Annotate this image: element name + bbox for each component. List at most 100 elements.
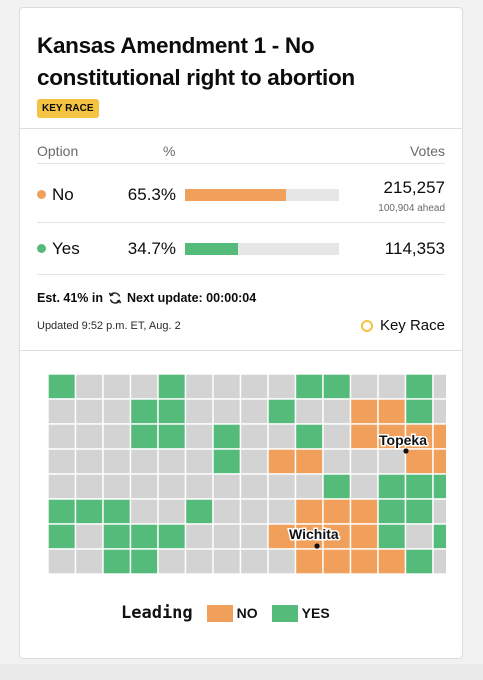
county xyxy=(349,423,379,450)
county xyxy=(184,548,214,575)
column-header-percent: % xyxy=(163,143,176,159)
county xyxy=(267,498,297,525)
county xyxy=(377,448,407,475)
county xyxy=(267,423,297,450)
county xyxy=(102,548,132,575)
divider xyxy=(20,350,462,351)
county xyxy=(47,473,77,500)
county xyxy=(102,523,132,550)
page-bottom-strip xyxy=(0,664,483,680)
wichita-marker xyxy=(314,543,320,549)
votes-ahead: 100,904 ahead xyxy=(378,203,445,214)
county xyxy=(349,548,379,575)
legend-no-swatch xyxy=(206,604,233,622)
bar-track-no xyxy=(185,189,339,201)
city-label-wichita: Wichita xyxy=(289,526,339,542)
county xyxy=(157,448,187,475)
county xyxy=(267,548,297,575)
county xyxy=(432,423,446,450)
county xyxy=(404,398,434,425)
county xyxy=(47,423,77,450)
county xyxy=(129,398,159,425)
map-legend: Leading NO YES xyxy=(121,603,330,623)
county xyxy=(129,423,159,450)
county xyxy=(74,373,104,400)
county xyxy=(239,373,269,400)
estimate-text: Est. 41% in xyxy=(37,291,103,305)
county xyxy=(349,523,379,550)
refresh-icon xyxy=(108,292,122,304)
county xyxy=(377,473,407,500)
county xyxy=(47,448,77,475)
bar-track-yes xyxy=(185,243,339,255)
county xyxy=(212,373,242,400)
county xyxy=(239,423,269,450)
county xyxy=(157,398,187,425)
county xyxy=(322,473,352,500)
county xyxy=(294,498,324,525)
county xyxy=(432,448,446,475)
county xyxy=(377,523,407,550)
county xyxy=(47,523,77,550)
legend-title: Leading xyxy=(121,603,193,623)
county xyxy=(239,548,269,575)
county xyxy=(322,398,352,425)
county xyxy=(47,548,77,575)
county xyxy=(322,373,352,400)
county xyxy=(184,498,214,525)
county xyxy=(212,523,242,550)
county xyxy=(102,473,132,500)
county xyxy=(74,423,104,450)
key-race-label: Key Race xyxy=(379,317,445,334)
county xyxy=(432,398,446,425)
no-color-dot xyxy=(37,190,46,199)
option-label-yes: Yes xyxy=(52,239,80,258)
county xyxy=(102,373,132,400)
county xyxy=(129,448,159,475)
county xyxy=(377,548,407,575)
county xyxy=(239,473,269,500)
county xyxy=(157,373,187,400)
divider xyxy=(37,222,445,223)
county xyxy=(74,448,104,475)
county xyxy=(157,548,187,575)
county xyxy=(47,373,77,400)
county xyxy=(432,373,446,400)
county xyxy=(47,498,77,525)
county xyxy=(184,373,214,400)
county xyxy=(102,423,132,450)
county xyxy=(322,448,352,475)
percent-yes: 34.7% xyxy=(127,239,176,258)
county xyxy=(239,523,269,550)
county xyxy=(267,473,297,500)
county xyxy=(184,523,214,550)
legend-yes-swatch xyxy=(271,604,298,622)
county xyxy=(184,423,214,450)
option-label-no: No xyxy=(52,185,74,204)
county xyxy=(157,523,187,550)
county xyxy=(404,548,434,575)
county xyxy=(267,398,297,425)
county xyxy=(239,398,269,425)
bar-fill-yes xyxy=(185,243,239,255)
column-header-votes: Votes xyxy=(409,143,445,159)
county xyxy=(349,473,379,500)
county xyxy=(349,498,379,525)
county xyxy=(74,498,104,525)
county xyxy=(267,373,297,400)
column-header-option: Option xyxy=(37,143,79,159)
kansas-county-map: Topeka Wichita xyxy=(47,373,446,575)
county xyxy=(74,523,104,550)
percent-no: 65.3% xyxy=(127,185,176,204)
next-update-text: Next update: 00:00:04 xyxy=(127,291,257,305)
county xyxy=(294,373,324,400)
legend-yes-label: YES xyxy=(301,605,330,621)
result-row-yes: Yes 34.7% 114,353 xyxy=(20,223,462,273)
county xyxy=(294,448,324,475)
county xyxy=(129,498,159,525)
county xyxy=(294,398,324,425)
county xyxy=(239,448,269,475)
county xyxy=(377,373,407,400)
county xyxy=(102,498,132,525)
county xyxy=(294,548,324,575)
